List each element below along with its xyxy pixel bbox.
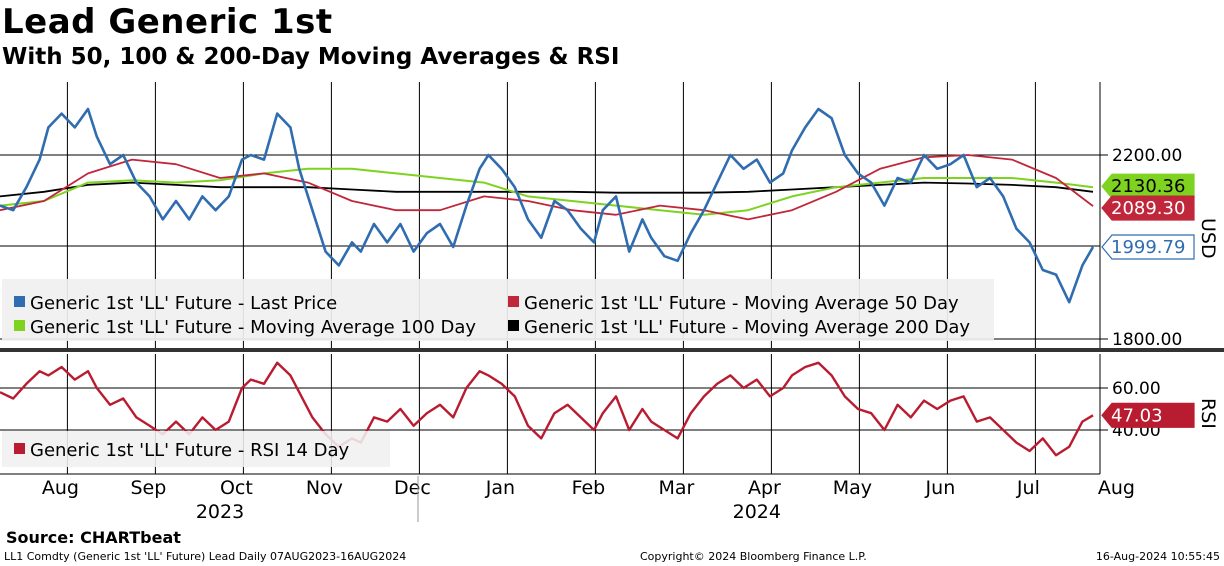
legend-label-rsi: Generic 1st 'LL' Future - RSI 14 Day (30, 440, 350, 461)
legend-label-ma200: Generic 1st 'LL' Future - Moving Average… (524, 317, 970, 338)
legend-label-last-price: Generic 1st 'LL' Future - Last Price (30, 293, 337, 314)
price-ytick-label-0: 1800.00 (1112, 330, 1182, 350)
badge-ma50-shape (1101, 195, 1195, 221)
price-ytick-label-1: 2200.00 (1112, 146, 1182, 166)
price-axis-title: USD (1197, 218, 1219, 259)
timestamp: 16-Aug-2024 10:55:45 (1095, 550, 1220, 563)
rsi-legend: Generic 1st 'LL' Future - RSI 14 Day (2, 431, 390, 467)
x-axis-labels: Aug Sep Oct Nov Dec Jan Feb Mar Apr May Jun Jul Aug 2… (42, 476, 1135, 523)
badge-ma100-shape (1101, 173, 1195, 199)
legend-swatch-rsi (14, 443, 25, 454)
legend-swatch-ma100 (14, 320, 25, 331)
grid-lines (0, 82, 1100, 474)
badge-last-price-shape (1101, 234, 1195, 260)
ticker-info: LL1 Comdty (Generic 1st 'LL' Future) Lea… (4, 550, 407, 563)
x-year-label-0: 2023 (196, 501, 244, 523)
rsi-axis-title: RSI (1197, 398, 1219, 429)
legend-swatch-last-price (14, 296, 25, 307)
x-tick-label-1: Sep (130, 477, 166, 499)
x-tick-label-5: Jan (485, 477, 515, 499)
chart-subtitle: With 50, 100 & 200-Day Moving Averages &… (2, 44, 620, 70)
x-tick-label-6: Feb (572, 477, 606, 499)
x-tick-label-12: Aug (1098, 477, 1135, 499)
copyright: Copyright© 2024 Bloomberg Finance L.P. (640, 550, 867, 563)
series-line-rsi (0, 361, 1094, 457)
price-legend-box (2, 279, 994, 341)
chart-title: Lead Generic 1st (2, 2, 333, 42)
x-tick-label-0: Aug (42, 477, 79, 499)
legend-swatch-ma50 (508, 296, 519, 307)
badge-rsi-text: 47.03 (1111, 405, 1163, 426)
series-line-ma100 (0, 167, 1094, 216)
badge-last-price: 1999.79 (1101, 234, 1195, 260)
x-tick-label-11: Jul (1016, 477, 1040, 499)
rsi-legend-box (2, 431, 390, 467)
x-tick-label-7: Mar (658, 477, 694, 499)
x-tick-label-8: Apr (748, 477, 781, 499)
price-legend: Generic 1st 'LL' Future - Last Price Gen… (2, 279, 994, 341)
series-line-ma200 (0, 181, 1094, 198)
x-tick-label-10: Jun (925, 477, 956, 499)
legend-swatch-ma200 (508, 320, 519, 331)
x-tick-label-4: Dec (394, 477, 431, 499)
badge-ma100-text: 2130.36 (1111, 176, 1185, 197)
rsi-ytick-label-1: 60.00 (1112, 379, 1161, 399)
price-series-group (0, 107, 1095, 304)
x-tick-label-2: Oct (220, 477, 253, 499)
legend-label-ma100: Generic 1st 'LL' Future - Moving Average… (30, 317, 476, 338)
badge-rsi-shape (1101, 402, 1195, 428)
series-line-last-price (0, 107, 1095, 304)
badge-ma50-text: 2089.30 (1111, 198, 1185, 219)
x-year-label-1: 2024 (733, 501, 781, 523)
panel-frames (0, 82, 1224, 475)
badge-ma100: 2130.36 (1101, 173, 1195, 199)
badge-last-price-text: 1999.79 (1111, 237, 1185, 258)
legend-label-ma50: Generic 1st 'LL' Future - Moving Average… (524, 293, 959, 314)
badge-rsi: 47.03 (1101, 402, 1195, 428)
badge-ma50: 2089.30 (1101, 195, 1195, 221)
series-line-ma50 (0, 154, 1094, 221)
x-tick-label-3: Nov (306, 477, 343, 499)
rsi-series-group (0, 361, 1094, 457)
source-label: Source: CHARTbeat (6, 528, 181, 547)
x-tick-label-9: May (833, 477, 872, 499)
